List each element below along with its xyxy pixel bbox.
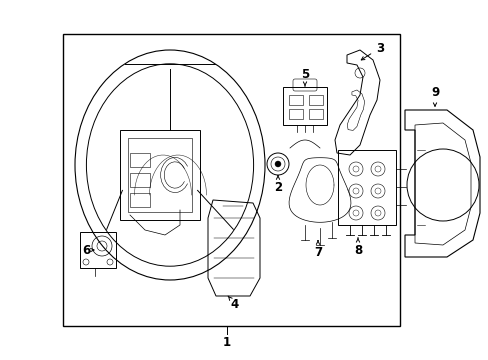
Text: 2: 2 <box>273 176 282 194</box>
Bar <box>63 34 399 326</box>
Bar <box>308 95 323 105</box>
Text: 7: 7 <box>313 241 322 260</box>
Bar <box>337 150 395 225</box>
Text: 5: 5 <box>300 68 308 86</box>
Bar <box>120 130 200 220</box>
Bar <box>128 138 192 212</box>
Circle shape <box>274 161 281 167</box>
Bar <box>288 109 303 119</box>
Bar <box>130 193 150 207</box>
Text: 3: 3 <box>361 41 383 60</box>
Bar <box>80 232 116 268</box>
Bar <box>130 173 150 187</box>
Bar <box>130 153 150 167</box>
Bar <box>283 87 326 125</box>
Bar <box>288 95 303 105</box>
Text: 6: 6 <box>81 243 94 256</box>
Text: 4: 4 <box>227 296 239 310</box>
Text: 1: 1 <box>223 336 231 348</box>
Bar <box>308 109 323 119</box>
Text: 9: 9 <box>430 86 438 106</box>
Text: 8: 8 <box>353 238 362 256</box>
